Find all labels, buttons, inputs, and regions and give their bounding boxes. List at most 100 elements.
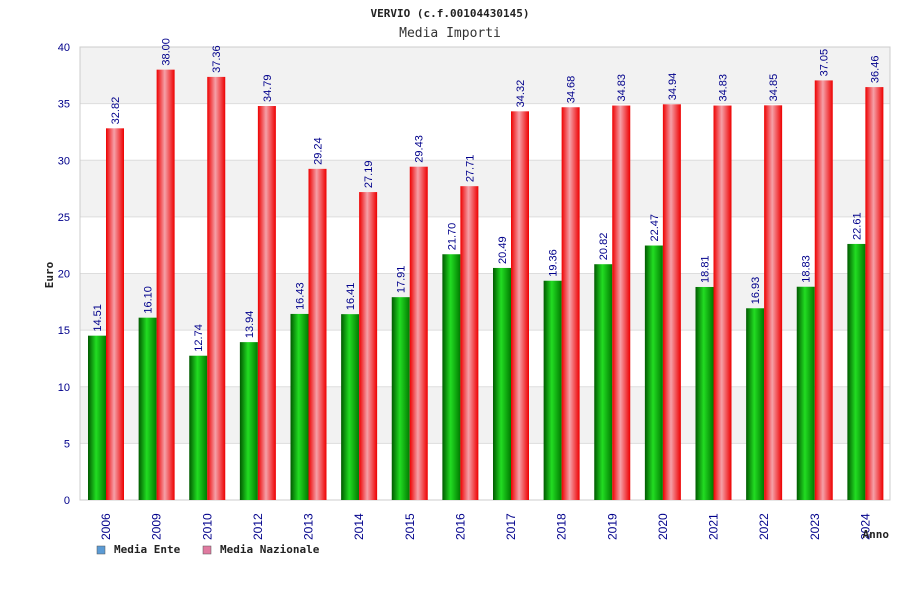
x-tick-label: 2020 xyxy=(656,513,670,540)
data-label: 32.82 xyxy=(110,97,122,125)
y-axis-label: Euro xyxy=(43,261,56,288)
data-label: 18.83 xyxy=(801,255,813,283)
bar-media-nazionale-2017 xyxy=(511,111,529,501)
bar-media-ente-2009 xyxy=(138,317,157,500)
bar-media-nazionale-2024 xyxy=(865,87,884,500)
x-tick-label: 2015 xyxy=(403,513,417,540)
x-tick-label: 2022 xyxy=(757,513,771,540)
bar-media-nazionale-2023 xyxy=(814,80,833,500)
bar-media-ente-2012 xyxy=(239,342,258,500)
legend-label-media-nazionale: Media Nazionale xyxy=(220,543,320,556)
chart-subtitle: Media Importi xyxy=(399,26,501,41)
data-label: 19.36 xyxy=(548,249,560,277)
bar-media-nazionale-2013 xyxy=(308,168,327,500)
bar-media-nazionale-2010 xyxy=(207,76,226,500)
y-tick-label: 5 xyxy=(64,438,70,450)
bar-media-ente-2018 xyxy=(543,280,562,500)
bar-media-ente-2020 xyxy=(644,245,663,500)
bar-media-ente-2010 xyxy=(189,355,208,500)
y-tick-label: 0 xyxy=(64,495,70,507)
bar-media-ente-2019 xyxy=(594,264,613,500)
x-tick-label: 2021 xyxy=(707,513,721,540)
bar-media-ente-2024 xyxy=(847,243,866,500)
x-tick-label: 2013 xyxy=(302,513,316,540)
data-label: 21.70 xyxy=(446,223,458,251)
x-tick-label: 2009 xyxy=(150,513,164,540)
x-tick-label: 2006 xyxy=(99,513,113,540)
y-tick-label: 25 xyxy=(58,212,70,224)
y-axis-ticks: 0 5 10 15 20 25 30 35 40 xyxy=(58,42,70,507)
bar-media-nazionale-2006 xyxy=(106,128,124,500)
legend-label-media-ente: Media Ente xyxy=(114,543,181,556)
x-tick-label: 2012 xyxy=(251,513,265,540)
bar-media-nazionale-2019 xyxy=(612,105,631,501)
data-label: 14.51 xyxy=(92,304,104,332)
x-tick-label: 2017 xyxy=(504,513,518,540)
x-tick-label: 2018 xyxy=(555,513,569,540)
y-tick-label: 30 xyxy=(58,155,70,167)
x-tick-label: 2024 xyxy=(858,513,872,540)
bar-media-ente-2023 xyxy=(796,286,815,500)
data-label: 29.24 xyxy=(313,137,325,165)
x-tick-label: 2016 xyxy=(453,513,467,540)
data-label: 34.68 xyxy=(566,76,578,104)
legend-swatch-media-nazionale xyxy=(202,545,212,555)
x-axis-ticks: 2006 2009 2010 2012 2013 2014 2015 2016 2017 2018… xyxy=(99,513,872,540)
data-label: 17.91 xyxy=(396,266,408,294)
data-label: 22.47 xyxy=(649,214,661,242)
bar-media-ente-2021 xyxy=(695,286,714,500)
bar-media-nazionale-2012 xyxy=(257,106,276,501)
bar-media-ente-2016 xyxy=(442,254,461,500)
bar-media-ente-2017 xyxy=(493,267,511,500)
data-label: 27.19 xyxy=(363,161,375,189)
bar-media-nazionale-2018 xyxy=(561,107,580,501)
legend-swatch-media-ente xyxy=(96,545,106,555)
x-axis-label: Anno xyxy=(863,528,890,541)
data-label: 34.83 xyxy=(616,74,628,102)
data-labels: 14.51 32.82 16.10 38.00 12.74 37.36 13.94 34.79… xyxy=(92,38,881,352)
y-tick-label: 15 xyxy=(58,325,70,337)
data-label: 36.46 xyxy=(869,56,881,84)
bar-media-nazionale-2022 xyxy=(764,105,783,500)
x-tick-label: 2023 xyxy=(808,513,822,540)
data-label: 37.05 xyxy=(819,49,831,77)
legend: Media Ente Media Nazionale xyxy=(96,543,320,556)
bar-media-nazionale-2015 xyxy=(409,166,428,500)
bar-media-nazionale-2014 xyxy=(359,192,378,501)
bar-media-nazionale-2009 xyxy=(156,69,175,501)
x-tick-label: 2014 xyxy=(352,513,366,540)
data-label: 34.94 xyxy=(667,73,679,101)
x-tick-label: 2010 xyxy=(200,513,214,540)
data-label: 29.43 xyxy=(414,135,426,163)
bar-media-ente-2013 xyxy=(290,313,309,500)
data-label: 16.93 xyxy=(750,277,762,305)
bars xyxy=(88,69,884,501)
data-label: 34.85 xyxy=(768,74,780,102)
data-label: 13.94 xyxy=(244,311,256,339)
chart-title: VERVIO (c.f.00104430145) xyxy=(371,7,530,20)
data-label: 16.41 xyxy=(345,283,357,311)
data-label: 20.82 xyxy=(598,233,610,261)
data-label: 22.61 xyxy=(851,212,863,240)
bar-media-nazionale-2020 xyxy=(662,104,681,500)
bar-media-ente-2014 xyxy=(341,314,360,500)
bar-media-ente-2022 xyxy=(746,308,765,500)
bar-media-ente-2015 xyxy=(391,297,410,500)
bar-media-nazionale-2016 xyxy=(460,186,479,500)
bar-media-nazionale-2021 xyxy=(713,105,732,501)
x-tick-label: 2019 xyxy=(605,513,619,540)
data-label: 27.71 xyxy=(464,155,476,183)
data-label: 34.79 xyxy=(262,74,274,102)
data-label: 16.10 xyxy=(143,286,155,314)
data-label: 12.74 xyxy=(193,324,205,352)
y-tick-label: 20 xyxy=(58,269,70,281)
data-label: 37.36 xyxy=(211,45,223,73)
data-label: 34.83 xyxy=(718,74,730,102)
bar-media-ente-2006 xyxy=(88,335,106,500)
plot-frame xyxy=(79,46,891,501)
y-tick-label: 10 xyxy=(58,382,70,394)
y-tick-label: 40 xyxy=(58,42,70,54)
data-label: 16.43 xyxy=(295,282,307,310)
